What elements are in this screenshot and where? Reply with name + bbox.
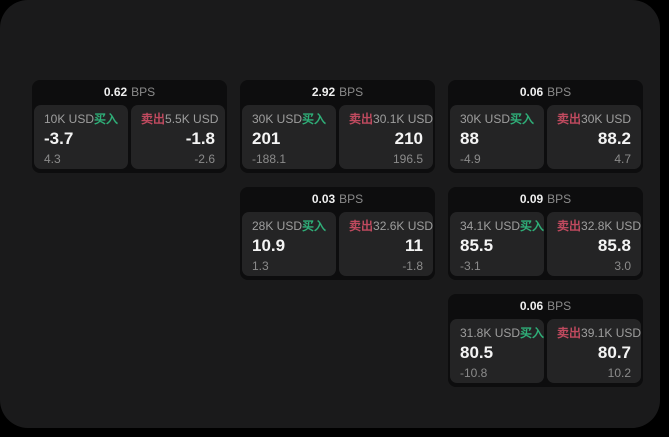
buy-secondary-value: -3.1 [460, 259, 481, 273]
sell-notional: 32.6K USD [373, 219, 434, 233]
buy-quote-tile[interactable]: 30K USD 买入 201 -188.1 [242, 105, 336, 169]
sell-price: 88.2 [597, 129, 631, 148]
sell-side-label: 卖出 [141, 112, 166, 126]
quote-panels: 30K USD 买入 88 -4.9 卖出 30K USD 88.2 4.7 [448, 105, 643, 171]
quote-card: 2.92 BPS 30K USD 买入 201 -188.1 卖出 30.1K … [240, 80, 435, 173]
buy-side-label: 买入 [94, 112, 119, 126]
buy-quote-tile[interactable]: 28K USD 买入 10.9 1.3 [242, 212, 336, 276]
sell-side-label: 卖出 [557, 219, 582, 233]
sell-secondary-value: -2.6 [194, 152, 215, 166]
bps-unit-label: BPS [547, 299, 572, 313]
sell-quote-tile[interactable]: 卖出 32.8K USD 85.8 3.0 [547, 212, 641, 276]
sell-price: 210 [394, 129, 423, 148]
sell-quote-tile[interactable]: 卖出 39.1K USD 80.7 10.2 [547, 319, 641, 383]
buy-secondary-value: -10.8 [460, 366, 488, 380]
quote-card: 0.09 BPS 34.1K USD 买入 85.5 -3.1 卖出 32.8K… [448, 187, 643, 280]
buy-notional: 31.8K USD [460, 326, 521, 340]
bps-value: 2.92 [311, 85, 336, 99]
sell-notional: 39.1K USD [581, 326, 642, 340]
buy-price: -3.7 [44, 129, 74, 148]
card-header: 0.03 BPS [240, 187, 435, 212]
bps-value: 0.06 [519, 299, 544, 313]
card-header: 0.06 BPS [448, 294, 643, 319]
sell-quote-tile[interactable]: 卖出 32.6K USD 11 -1.8 [339, 212, 433, 276]
bps-value: 0.03 [311, 192, 336, 206]
bps-value: 0.06 [519, 85, 544, 99]
buy-side-label: 买入 [302, 219, 327, 233]
bps-value: 0.62 [103, 85, 128, 99]
buy-secondary-value: -188.1 [252, 152, 287, 166]
card-header: 0.62 BPS [32, 80, 227, 105]
sell-side-label: 卖出 [349, 219, 374, 233]
sell-quote-tile[interactable]: 卖出 30K USD 88.2 4.7 [547, 105, 641, 169]
sell-price: -1.8 [185, 129, 215, 148]
bps-unit-label: BPS [547, 85, 572, 99]
sell-notional: 30.1K USD [373, 112, 434, 126]
sell-quote-tile[interactable]: 卖出 5.5K USD -1.8 -2.6 [131, 105, 225, 169]
sell-notional: 5.5K USD [165, 112, 219, 126]
quote-panels: 28K USD 买入 10.9 1.3 卖出 32.6K USD 11 -1.8 [240, 212, 435, 278]
buy-secondary-value: 4.3 [44, 152, 61, 166]
sell-secondary-value: 4.7 [614, 152, 631, 166]
buy-side-label: 买入 [520, 326, 545, 340]
buy-side-label: 买入 [302, 112, 327, 126]
sell-side-label: 卖出 [557, 326, 582, 340]
buy-price: 88 [460, 129, 479, 148]
quote-card: 0.03 BPS 28K USD 买入 10.9 1.3 卖出 32.6K US… [240, 187, 435, 280]
bps-unit-label: BPS [339, 85, 364, 99]
bps-unit-label: BPS [131, 85, 156, 99]
buy-quote-tile[interactable]: 31.8K USD 买入 80.5 -10.8 [450, 319, 544, 383]
sell-secondary-value: 10.2 [607, 366, 631, 380]
buy-side-label: 买入 [510, 112, 535, 126]
sell-notional: 30K USD [581, 112, 632, 126]
quote-panels: 10K USD 买入 -3.7 4.3 卖出 5.5K USD -1.8 -2.… [32, 105, 227, 171]
quote-card: 0.62 BPS 10K USD 买入 -3.7 4.3 卖出 5.5K USD [32, 80, 227, 173]
quote-panels: 34.1K USD 买入 85.5 -3.1 卖出 32.8K USD 85.8… [448, 212, 643, 278]
sell-notional: 32.8K USD [581, 219, 642, 233]
buy-quote-tile[interactable]: 10K USD 买入 -3.7 4.3 [34, 105, 128, 169]
buy-price: 85.5 [460, 236, 494, 255]
buy-price: 10.9 [252, 236, 286, 255]
card-header: 0.09 BPS [448, 187, 643, 212]
buy-notional: 34.1K USD [460, 219, 521, 233]
sell-price: 80.7 [597, 343, 631, 362]
card-header: 0.06 BPS [448, 80, 643, 105]
sell-secondary-value: 196.5 [392, 152, 423, 166]
buy-quote-tile[interactable]: 34.1K USD 买入 85.5 -3.1 [450, 212, 544, 276]
buy-secondary-value: 1.3 [252, 259, 269, 273]
bps-value: 0.09 [519, 192, 544, 206]
sell-side-label: 卖出 [557, 112, 582, 126]
quote-card: 0.06 BPS 30K USD 买入 88 -4.9 卖出 30K USD [448, 80, 643, 173]
quote-card: 0.06 BPS 31.8K USD 买入 80.5 -10.8 卖出 39.1… [448, 294, 643, 387]
sell-quote-tile[interactable]: 卖出 30.1K USD 210 196.5 [339, 105, 433, 169]
sell-secondary-value: 3.0 [614, 259, 631, 273]
quote-panels: 31.8K USD 买入 80.5 -10.8 卖出 39.1K USD 80.… [448, 319, 643, 385]
sell-price: 85.8 [597, 236, 631, 255]
buy-notional: 30K USD [460, 112, 511, 126]
buy-side-label: 买入 [520, 219, 545, 233]
sell-price: 11 [405, 236, 423, 255]
buy-notional: 28K USD [252, 219, 303, 233]
buy-price: 201 [252, 129, 281, 148]
buy-quote-tile[interactable]: 30K USD 买入 88 -4.9 [450, 105, 544, 169]
buy-notional: 30K USD [252, 112, 303, 126]
quote-panels: 30K USD 买入 201 -188.1 卖出 30.1K USD 210 1… [240, 105, 435, 171]
bps-unit-label: BPS [547, 192, 572, 206]
sell-side-label: 卖出 [349, 112, 374, 126]
quote-board-surface: 0.62 BPS 10K USD 买入 -3.7 4.3 卖出 5.5K USD [0, 0, 660, 428]
buy-price: 80.5 [460, 343, 494, 362]
bps-unit-label: BPS [339, 192, 364, 206]
buy-secondary-value: -4.9 [460, 152, 481, 166]
sell-secondary-value: -1.8 [402, 259, 423, 273]
card-header: 2.92 BPS [240, 80, 435, 105]
buy-notional: 10K USD [44, 112, 95, 126]
